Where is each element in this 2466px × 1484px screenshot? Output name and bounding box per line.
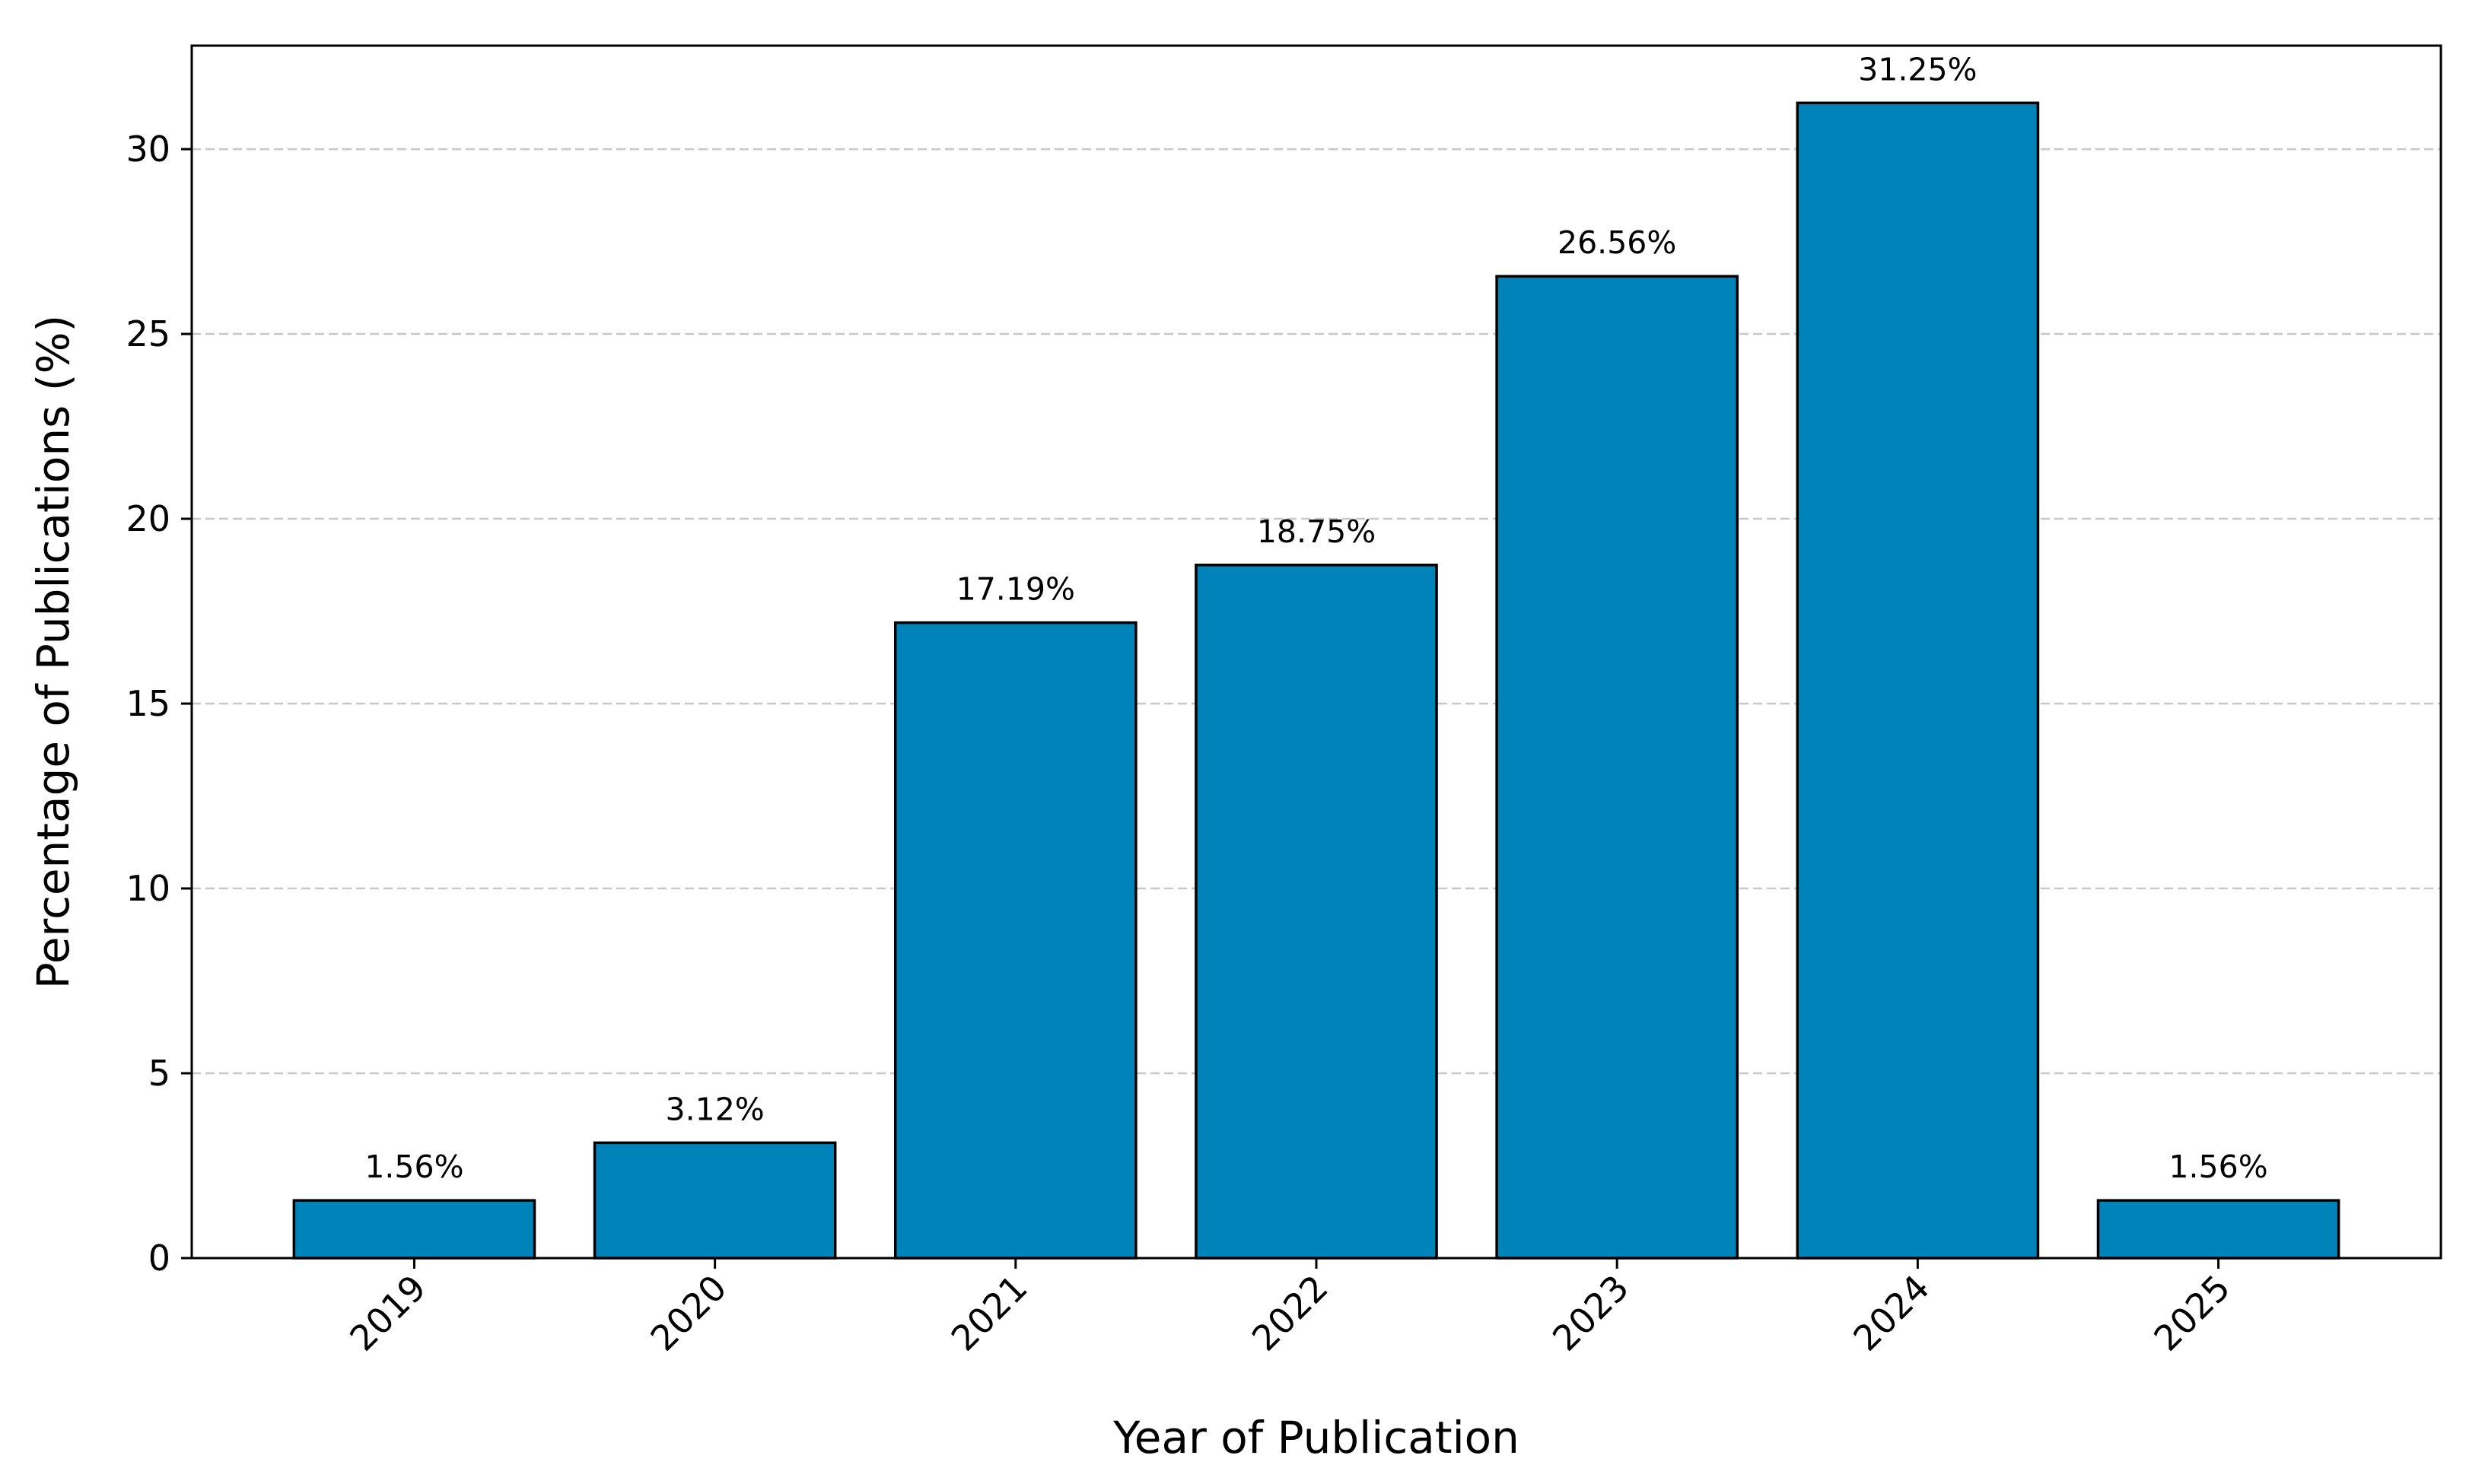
y-tick-label: 10 (126, 868, 170, 909)
bar (893, 621, 1138, 1260)
bar (1796, 101, 2040, 1260)
x-axis-label: Year of Publication (1112, 1412, 1519, 1463)
x-tick-label: 2020 (642, 1267, 734, 1359)
bar (2096, 1199, 2340, 1260)
x-tick-label: 2019 (342, 1267, 434, 1359)
bar (1495, 275, 1739, 1260)
value-label: 1.56% (364, 1149, 463, 1185)
y-tick-label: 5 (148, 1053, 170, 1094)
y-tick-label: 0 (148, 1238, 170, 1279)
y-tick-label: 30 (126, 129, 170, 170)
x-tick-label: 2022 (1244, 1267, 1336, 1359)
y-axis-label: Percentage of Publications (%) (27, 315, 79, 989)
x-tick-label: 2021 (943, 1267, 1036, 1359)
y-tick-label: 15 (126, 683, 170, 724)
y-tick-label: 25 (126, 313, 170, 354)
value-label: 26.56% (1558, 224, 1676, 261)
y-tick-label: 20 (126, 498, 170, 539)
x-tick-label: 2024 (1845, 1267, 1937, 1359)
value-label: 31.25% (1858, 51, 1977, 87)
value-label: 1.56% (2168, 1149, 2267, 1185)
value-label: 3.12% (666, 1091, 765, 1127)
plot-frame (190, 44, 2442, 1260)
bar (1195, 564, 1438, 1260)
bar (593, 1141, 837, 1260)
bar (292, 1199, 536, 1260)
x-tick-label: 2025 (2146, 1267, 2238, 1359)
value-label: 18.75% (1257, 513, 1376, 550)
value-label: 17.19% (956, 571, 1075, 608)
x-tick-label: 2023 (1545, 1267, 1637, 1359)
